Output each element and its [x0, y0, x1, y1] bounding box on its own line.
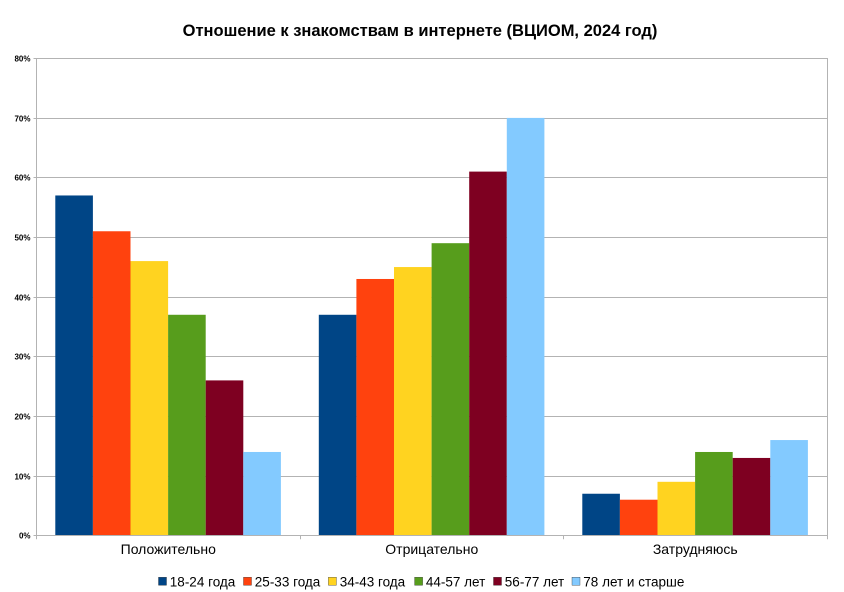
svg-text:34-43 года: 34-43 года	[340, 575, 406, 590]
svg-text:50%: 50%	[14, 233, 30, 242]
svg-text:30%: 30%	[14, 352, 30, 361]
svg-text:56-77 лет: 56-77 лет	[505, 575, 564, 590]
svg-text:10%: 10%	[14, 472, 30, 481]
svg-text:78 лет и старше: 78 лет и старше	[583, 575, 684, 590]
svg-text:70%: 70%	[14, 114, 30, 123]
svg-text:40%: 40%	[14, 293, 30, 302]
svg-text:Затрудняюсь: Затрудняюсь	[653, 541, 738, 557]
svg-text:Положительно: Положительно	[121, 541, 216, 557]
svg-text:0%: 0%	[19, 531, 31, 540]
svg-text:80%: 80%	[14, 54, 30, 63]
svg-text:60%: 60%	[14, 173, 30, 182]
svg-text:18-24 года: 18-24 года	[170, 575, 236, 590]
svg-text:44-57 лет: 44-57 лет	[426, 575, 485, 590]
svg-text:Отрицательно: Отрицательно	[385, 541, 478, 557]
svg-text:Отношение к знакомствам в инте: Отношение к знакомствам в интернете (ВЦИ…	[183, 22, 658, 40]
svg-text:25-33 года: 25-33 года	[255, 575, 321, 590]
svg-text:20%: 20%	[14, 412, 30, 421]
